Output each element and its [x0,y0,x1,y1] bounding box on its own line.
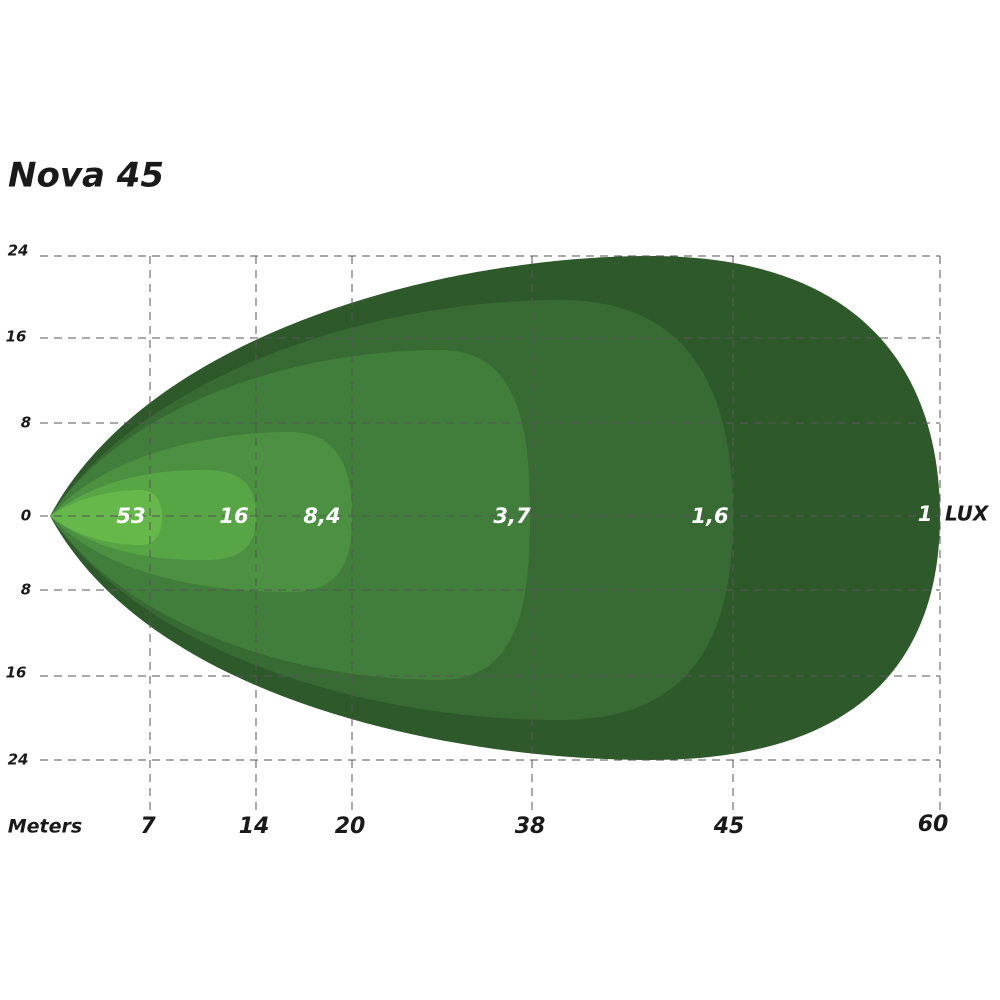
x-label: 20 [335,814,366,839]
zone-53-lux [50,490,162,545]
x-label: 7 [140,814,156,839]
lux-label: 3,7 [493,504,531,528]
grid [40,255,941,812]
lux-labels: 53 16 8,4 3,7 1,6 1 [116,502,932,528]
lux-label: 1 [918,502,933,526]
lux-label: 8,4 [303,504,340,528]
beam-zones [50,256,940,760]
y-label: 16 [6,328,27,346]
x-label: 45 [713,814,745,839]
y-label: 16 [6,664,27,682]
y-label: 24 [8,751,29,769]
y-label: 24 [8,242,29,260]
y-labels: 24 16 8 0 8 16 24 [6,242,32,769]
lux-label: 53 [116,504,145,528]
x-labels: Meters 7 14 20 38 45 60 [8,812,949,839]
x-axis-label: Meters [8,816,82,838]
y-label: 8 [21,414,31,432]
lux-label: 1,6 [691,504,728,528]
title: Nova 45 [8,156,164,196]
lux-unit: LUX [945,502,990,526]
x-label: 60 [918,812,949,837]
x-label: 38 [515,814,546,839]
y-label: 8 [21,581,31,599]
y-label: 0 [21,507,31,525]
lux-label: 16 [219,504,248,528]
x-label: 14 [239,814,270,839]
